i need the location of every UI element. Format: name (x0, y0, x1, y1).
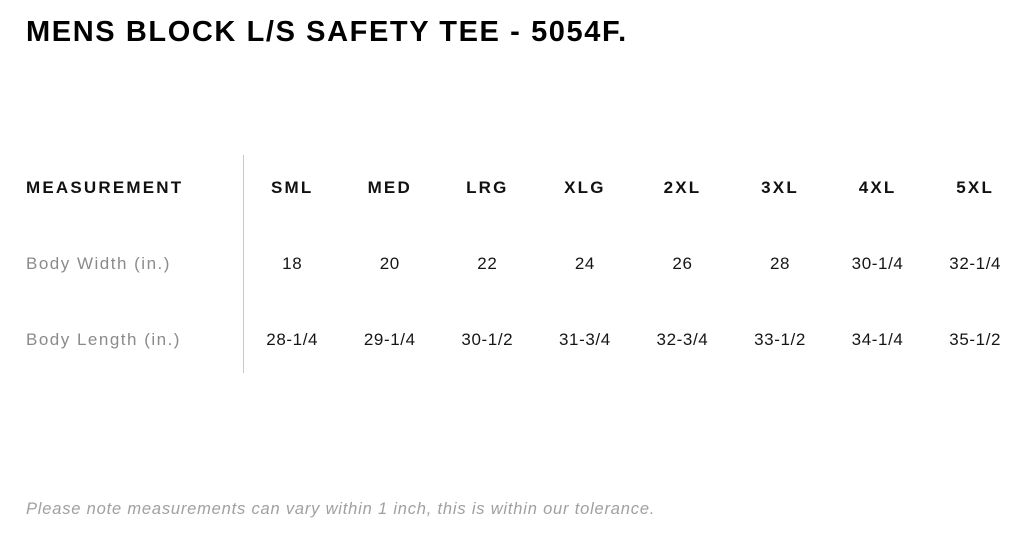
column-header-measurement: MEASUREMENT (26, 178, 184, 197)
cell-body-width-3xl: 28 (769, 254, 791, 273)
cell-body-length-2xl: 32-3/4 (656, 330, 709, 349)
column-header-med: MED (367, 178, 412, 197)
column-header-4xl: 4XL (858, 178, 897, 197)
table-header-row: MEASUREMENT SML MED LRG XLG 2XL 3XL 4XL … (0, 150, 1024, 227)
table-body: Body Width (in.) 18 20 22 24 26 28 30-1/… (0, 225, 1024, 378)
column-header-2xl: 2XL (663, 178, 702, 197)
tolerance-footnote: Please note measurements can vary within… (26, 500, 656, 518)
cell-body-length-3xl: 33-1/2 (754, 330, 806, 349)
cell-body-length-4xl: 34-1/4 (851, 330, 904, 349)
cell-body-length-5xl: 35-1/2 (949, 330, 1002, 349)
column-header-xlg: XLG (564, 178, 606, 197)
cell-body-length-med: 29-1/4 (363, 330, 416, 349)
cell-body-length-lrg: 30-1/2 (461, 330, 514, 349)
column-header-5xl: 5XL (956, 178, 995, 197)
table-row: Body Width (in.) 18 20 22 24 26 28 30-1/… (0, 225, 1024, 303)
row-label-body-width: Body Width (in.) (26, 254, 171, 273)
cell-body-width-4xl: 30-1/4 (851, 254, 904, 273)
column-header-3xl: 3XL (761, 178, 799, 197)
cell-body-width-med: 20 (379, 254, 400, 273)
table-header: MEASUREMENT SML MED LRG XLG 2XL 3XL 4XL … (0, 150, 1024, 227)
page-title: MENS BLOCK L/S SAFETY TEE - 5054F. (26, 16, 628, 48)
column-header-lrg: LRG (466, 178, 509, 197)
cell-body-length-xlg: 31-3/4 (558, 330, 611, 349)
row-label-body-length: Body Length (in.) (26, 330, 181, 349)
size-chart-table: MEASUREMENT SML MED LRG XLG 2XL 3XL 4XL … (0, 150, 1024, 378)
cell-body-width-xlg: 24 (574, 254, 595, 273)
cell-body-length-sml: 28-1/4 (243, 301, 341, 378)
table-row: Body Length (in.) 28-1/4 29-1/4 30-1/2 3… (0, 301, 1024, 378)
cell-body-width-5xl: 32-1/4 (949, 254, 1002, 273)
cell-body-width-2xl: 26 (672, 254, 693, 273)
column-header-sml: SML (243, 150, 341, 227)
cell-body-width-lrg: 22 (477, 254, 498, 273)
cell-body-width-sml: 18 (243, 225, 341, 303)
